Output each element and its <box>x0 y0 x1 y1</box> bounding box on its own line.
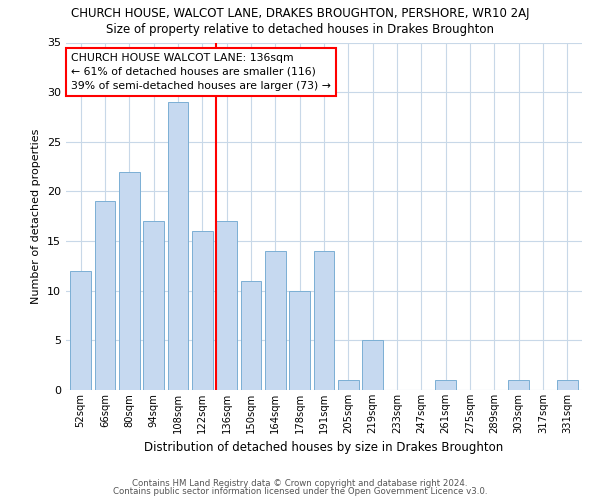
X-axis label: Distribution of detached houses by size in Drakes Broughton: Distribution of detached houses by size … <box>145 442 503 454</box>
Text: Size of property relative to detached houses in Drakes Broughton: Size of property relative to detached ho… <box>106 22 494 36</box>
Bar <box>167 102 188 390</box>
Bar <box>241 281 262 390</box>
Bar <box>508 380 529 390</box>
Text: CHURCH HOUSE, WALCOT LANE, DRAKES BROUGHTON, PERSHORE, WR10 2AJ: CHURCH HOUSE, WALCOT LANE, DRAKES BROUGH… <box>71 8 529 20</box>
Bar <box>436 380 456 390</box>
Text: Contains public sector information licensed under the Open Government Licence v3: Contains public sector information licen… <box>113 488 487 496</box>
Bar <box>289 290 310 390</box>
Text: Contains HM Land Registry data © Crown copyright and database right 2024.: Contains HM Land Registry data © Crown c… <box>132 478 468 488</box>
Bar <box>143 221 164 390</box>
Bar <box>338 380 359 390</box>
Bar <box>314 251 334 390</box>
Y-axis label: Number of detached properties: Number of detached properties <box>31 128 41 304</box>
Bar <box>557 380 578 390</box>
Bar <box>192 231 212 390</box>
Bar <box>265 251 286 390</box>
Text: CHURCH HOUSE WALCOT LANE: 136sqm
← 61% of detached houses are smaller (116)
39% : CHURCH HOUSE WALCOT LANE: 136sqm ← 61% o… <box>71 53 331 91</box>
Bar <box>95 202 115 390</box>
Bar <box>70 271 91 390</box>
Bar <box>362 340 383 390</box>
Bar <box>119 172 140 390</box>
Bar <box>216 221 237 390</box>
